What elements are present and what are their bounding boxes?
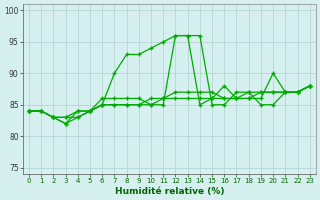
X-axis label: Humidité relative (%): Humidité relative (%) [115,187,224,196]
